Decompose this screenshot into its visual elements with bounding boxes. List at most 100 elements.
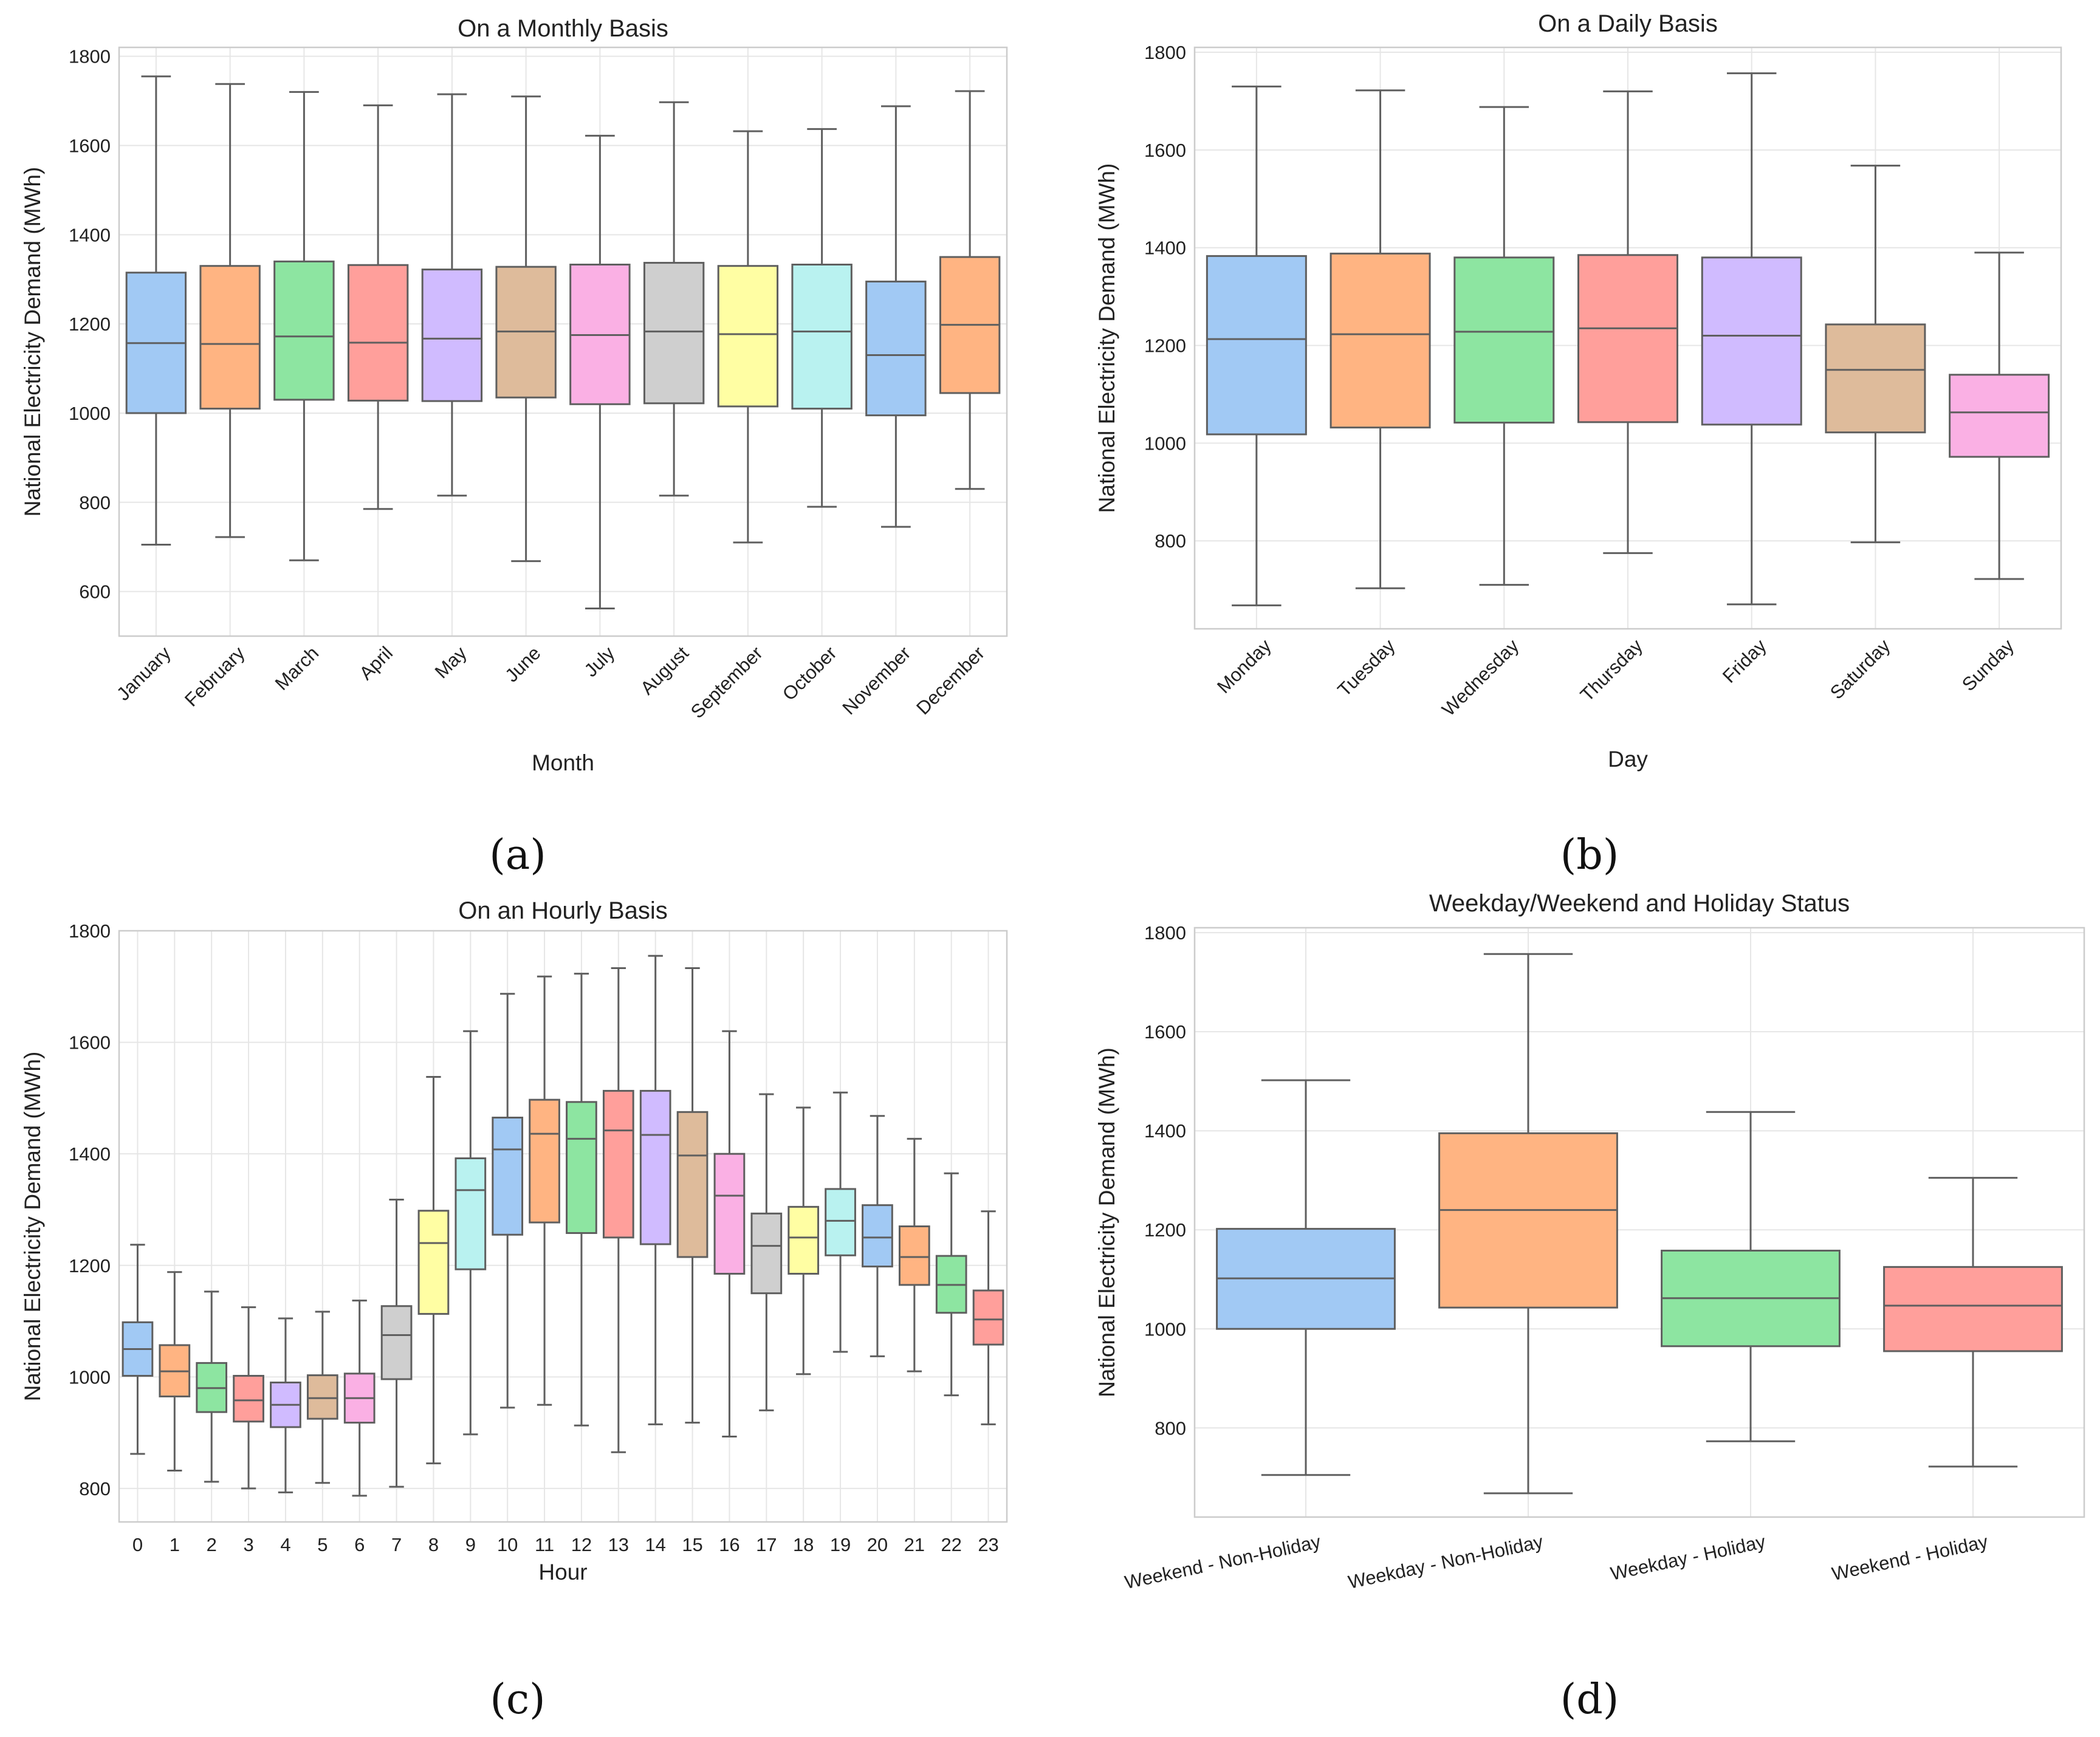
y-tick-label: 800 bbox=[79, 1478, 111, 1499]
x-tick-label: 14 bbox=[645, 1534, 665, 1555]
box-october bbox=[791, 128, 853, 508]
x-tick-label: July bbox=[580, 642, 619, 681]
box-6 bbox=[343, 1300, 376, 1497]
box-17 bbox=[750, 1093, 783, 1411]
box-9 bbox=[455, 1030, 487, 1436]
x-tick-label: Weekend - Non-Holiday bbox=[1123, 1531, 1323, 1594]
box-19 bbox=[825, 1091, 856, 1353]
iqr-box bbox=[865, 280, 927, 417]
box-21 bbox=[898, 1137, 930, 1372]
chart-title: On a Daily Basis bbox=[1538, 10, 1718, 37]
box-tuesday bbox=[1330, 89, 1431, 589]
y-axis-label: National Electricity Demand (MWh) bbox=[1094, 163, 1119, 513]
box-2 bbox=[196, 1290, 228, 1483]
y-tick-label: 1800 bbox=[1144, 922, 1186, 944]
y-tick-label: 1200 bbox=[69, 1255, 111, 1276]
iqr-box bbox=[273, 260, 335, 401]
iqr-box bbox=[750, 1212, 783, 1295]
box-sunday bbox=[1949, 252, 2050, 580]
y-tick-label: 1000 bbox=[1144, 433, 1186, 454]
box-18 bbox=[787, 1106, 820, 1376]
chart-panel: 800 1000 1200 1400 1600 1800 Weekend - Non-Hol… bbox=[1094, 890, 2085, 1594]
y-tick-label: 1800 bbox=[69, 920, 111, 942]
box-february bbox=[199, 83, 261, 538]
iqr-box bbox=[791, 264, 853, 410]
y-tick-label: 1200 bbox=[1144, 1219, 1186, 1241]
iqr-box bbox=[1825, 323, 1926, 434]
x-tick-label: February bbox=[180, 642, 249, 711]
box-june bbox=[495, 95, 557, 563]
x-tick-label: Weekend - Holiday bbox=[1830, 1531, 1990, 1585]
x-tick-label: 17 bbox=[756, 1534, 777, 1555]
box-3 bbox=[233, 1306, 264, 1490]
x-axis-label: Day bbox=[1608, 747, 1648, 772]
x-tick-label: 3 bbox=[243, 1534, 253, 1555]
box-22 bbox=[935, 1172, 967, 1397]
box-friday bbox=[1701, 72, 1802, 606]
x-tick-label: 7 bbox=[391, 1534, 402, 1555]
iqr-box bbox=[455, 1157, 487, 1270]
x-tick-label: November bbox=[838, 642, 914, 719]
x-tick-label: Tuesday bbox=[1334, 635, 1399, 701]
x-tick-label: 13 bbox=[608, 1534, 629, 1555]
plot-frame bbox=[1193, 46, 2062, 630]
plot-frame bbox=[1193, 927, 2085, 1518]
box-1 bbox=[159, 1271, 191, 1472]
y-tick-label: 1000 bbox=[69, 403, 111, 424]
y-tick-label: 600 bbox=[79, 581, 111, 603]
y-axis-label: National Electricity Demand (MWh) bbox=[20, 1052, 45, 1402]
x-tick-label: 1 bbox=[170, 1534, 180, 1555]
iqr-box bbox=[306, 1374, 338, 1420]
y-tick-label: 800 bbox=[1155, 1417, 1186, 1439]
x-tick-label: 15 bbox=[682, 1534, 702, 1555]
y-axis-label: National Electricity Demand (MWh) bbox=[1094, 1047, 1119, 1397]
y-tick-label: 1400 bbox=[1144, 1120, 1186, 1142]
x-tick-label: 22 bbox=[941, 1534, 961, 1555]
y-tick-label: 1200 bbox=[69, 313, 111, 335]
box-thursday bbox=[1577, 90, 1678, 554]
box-august bbox=[643, 101, 705, 497]
iqr-box bbox=[347, 264, 409, 402]
box-16 bbox=[713, 1030, 746, 1438]
y-axis-label: National Electricity Demand (MWh) bbox=[20, 167, 45, 517]
chart-title: On a Monthly Basis bbox=[458, 15, 668, 42]
x-tick-label: 12 bbox=[571, 1534, 592, 1555]
box-8 bbox=[417, 1075, 450, 1465]
x-tick-label: 10 bbox=[497, 1534, 518, 1555]
iqr-box bbox=[380, 1305, 413, 1380]
x-tick-label: August bbox=[636, 642, 693, 699]
caption-a: (a) bbox=[489, 831, 546, 879]
iqr-box bbox=[972, 1289, 1004, 1346]
box-23 bbox=[972, 1210, 1004, 1425]
y-tick-label: 1600 bbox=[69, 135, 111, 157]
x-tick-label: Saturday bbox=[1826, 635, 1895, 704]
iqr-box bbox=[717, 265, 779, 408]
iqr-box bbox=[1453, 256, 1555, 424]
x-tick-label: January bbox=[112, 642, 175, 705]
x-tick-label: 6 bbox=[354, 1534, 365, 1555]
x-tick-label: 16 bbox=[719, 1534, 739, 1555]
iqr-box bbox=[1577, 254, 1678, 423]
box-10 bbox=[492, 993, 524, 1409]
iqr-box bbox=[1949, 374, 2050, 458]
x-tick-label: September bbox=[687, 642, 767, 722]
x-tick-label: June bbox=[501, 642, 544, 686]
box-may bbox=[421, 93, 483, 497]
plot-frame bbox=[118, 930, 1008, 1523]
chart-panel: 600 800 1000 1200 1400 1600 1800 January Februar… bbox=[20, 15, 1008, 775]
plot-frame bbox=[118, 46, 1008, 637]
iqr-box bbox=[643, 262, 705, 405]
y-tick-label: 1000 bbox=[1144, 1318, 1186, 1340]
y-tick-label: 800 bbox=[79, 492, 111, 513]
iqr-box bbox=[825, 1188, 856, 1256]
iqr-box bbox=[862, 1204, 893, 1268]
box-january bbox=[125, 75, 187, 546]
box-saturday bbox=[1825, 165, 1926, 544]
box-14 bbox=[639, 954, 671, 1425]
x-tick-label: 18 bbox=[793, 1534, 814, 1555]
box-weekday-holiday bbox=[1661, 1111, 1841, 1442]
x-tick-label: Wednesday bbox=[1438, 635, 1523, 720]
x-tick-label: Sunday bbox=[1958, 635, 2018, 695]
